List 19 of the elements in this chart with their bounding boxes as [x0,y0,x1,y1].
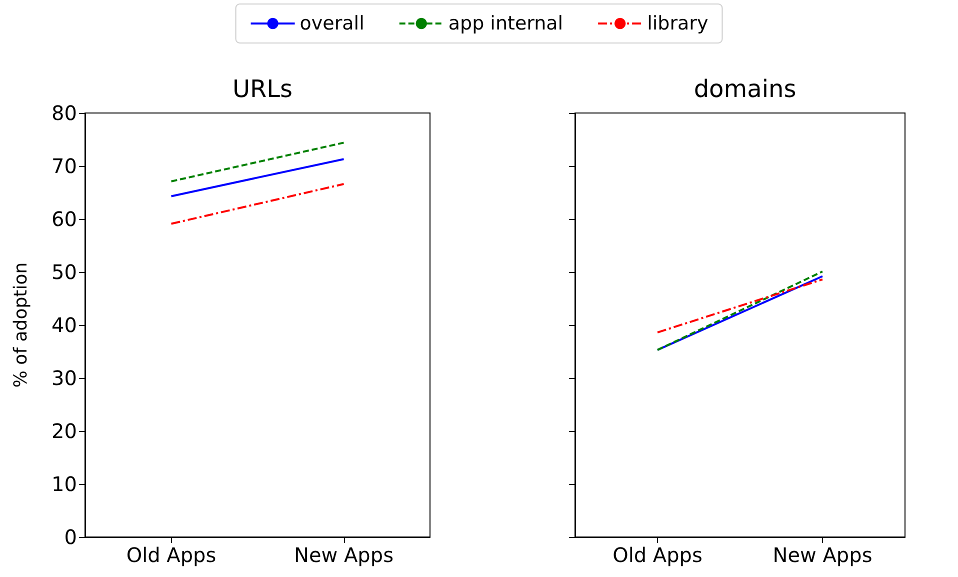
y-tick-label: 60 [52,207,77,231]
legend-label: library [647,12,708,34]
y-axis-title: % of adoption [10,262,32,388]
x-tick-label: New Apps [772,543,872,567]
y-tick-label: 10 [52,472,77,496]
x-tick-label: New Apps [294,543,394,567]
y-tick-label: 20 [52,419,77,443]
chart-title: domains [694,75,796,103]
x-tick-label: Old Apps [126,543,216,567]
legend-label: overall [300,12,364,34]
legend-label: app internal [448,12,564,34]
y-tick-label: 70 [52,154,77,178]
y-tick-label: 40 [52,313,77,337]
chart-title: URLs [232,75,293,103]
y-tick-label: 0 [64,525,77,549]
y-tick-label: 30 [52,366,77,390]
y-tick-label: 80 [52,101,77,125]
x-tick-label: Old Apps [612,543,702,567]
y-tick-label: 50 [52,260,77,284]
